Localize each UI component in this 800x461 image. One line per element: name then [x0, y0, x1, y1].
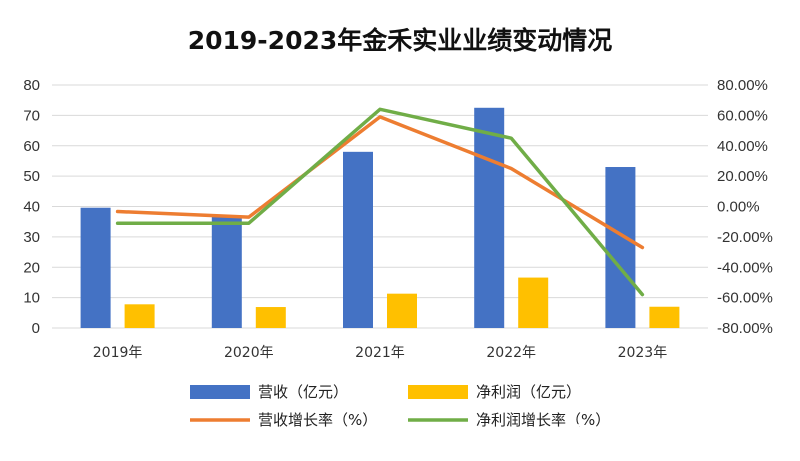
legend-net-profit-swatch — [408, 385, 468, 399]
left-tick-label: 80 — [23, 77, 40, 94]
right-tick-label: 20.00% — [717, 168, 768, 185]
revenue-bar — [80, 207, 111, 328]
net-profit-bar — [124, 304, 155, 328]
watermark-text: 雪球：财报解读官 — [593, 427, 729, 447]
chart-title: 2019-2023年金禾实业业绩变动情况 — [188, 26, 613, 55]
left-tick-label: 50 — [23, 168, 40, 185]
right-tick-label: 0.00% — [717, 199, 760, 216]
left-tick-label: 60 — [23, 138, 40, 155]
revenue-growth-line — [115, 115, 645, 250]
right-tick-label: 80.00% — [717, 77, 768, 94]
right-tick-label: 40.00% — [717, 138, 768, 155]
category-label: 2021年 — [355, 345, 405, 361]
legend-revenue-label: 营收（亿元） — [258, 383, 348, 401]
bar-series — [80, 107, 680, 328]
right-tick-label: -20.00% — [717, 229, 773, 246]
right-tick-label: -60.00% — [717, 290, 773, 307]
profit-growth-line — [115, 107, 645, 297]
revenue-bar — [343, 151, 373, 328]
right-tick-label: 60.00% — [717, 107, 768, 124]
left-tick-label: 10 — [23, 290, 40, 307]
category-label: 2019年 — [93, 345, 143, 361]
category-label: 2020年 — [224, 345, 274, 361]
revenue-bar — [474, 107, 505, 328]
snowball-logo-icon — [565, 424, 589, 448]
right-tick-label: -80.00% — [717, 320, 773, 337]
right-tick-label: -40.00% — [717, 259, 773, 276]
legend-revenue-growth-label: 营收增长率（%） — [258, 411, 377, 429]
line-series — [115, 107, 645, 297]
revenue-bar — [211, 216, 242, 328]
right-axis-ticks: -80.00% -60.00% -40.00% -20.00% 0.00% 20.00% 4… — [717, 77, 773, 337]
net-profit-bar — [255, 307, 286, 328]
legend-revenue-swatch — [190, 385, 250, 399]
left-tick-label: 40 — [23, 199, 40, 216]
category-label: 2022年 — [486, 345, 536, 361]
category-labels: 2019年 2020年 2021年 2022年 2023年 — [93, 345, 667, 361]
net-profit-bar — [387, 293, 417, 328]
revenue-bar — [605, 167, 636, 328]
legend-profit-growth-label: 净利润增长率（%） — [476, 411, 610, 429]
left-tick-label: 70 — [23, 107, 40, 124]
left-tick-label: 20 — [23, 259, 40, 276]
net-profit-bar — [649, 306, 680, 328]
net-profit-bar — [518, 277, 549, 328]
left-tick-label: 30 — [23, 229, 40, 246]
left-tick-label: 0 — [32, 320, 40, 337]
left-axis-ticks: 0 10 20 30 40 50 60 70 80 — [23, 77, 40, 337]
gridlines — [52, 84, 708, 329]
category-label: 2023年 — [618, 345, 668, 361]
legend-net-profit-label: 净利润（亿元） — [476, 383, 581, 401]
watermark: 雪球：财报解读官 — [565, 424, 729, 448]
